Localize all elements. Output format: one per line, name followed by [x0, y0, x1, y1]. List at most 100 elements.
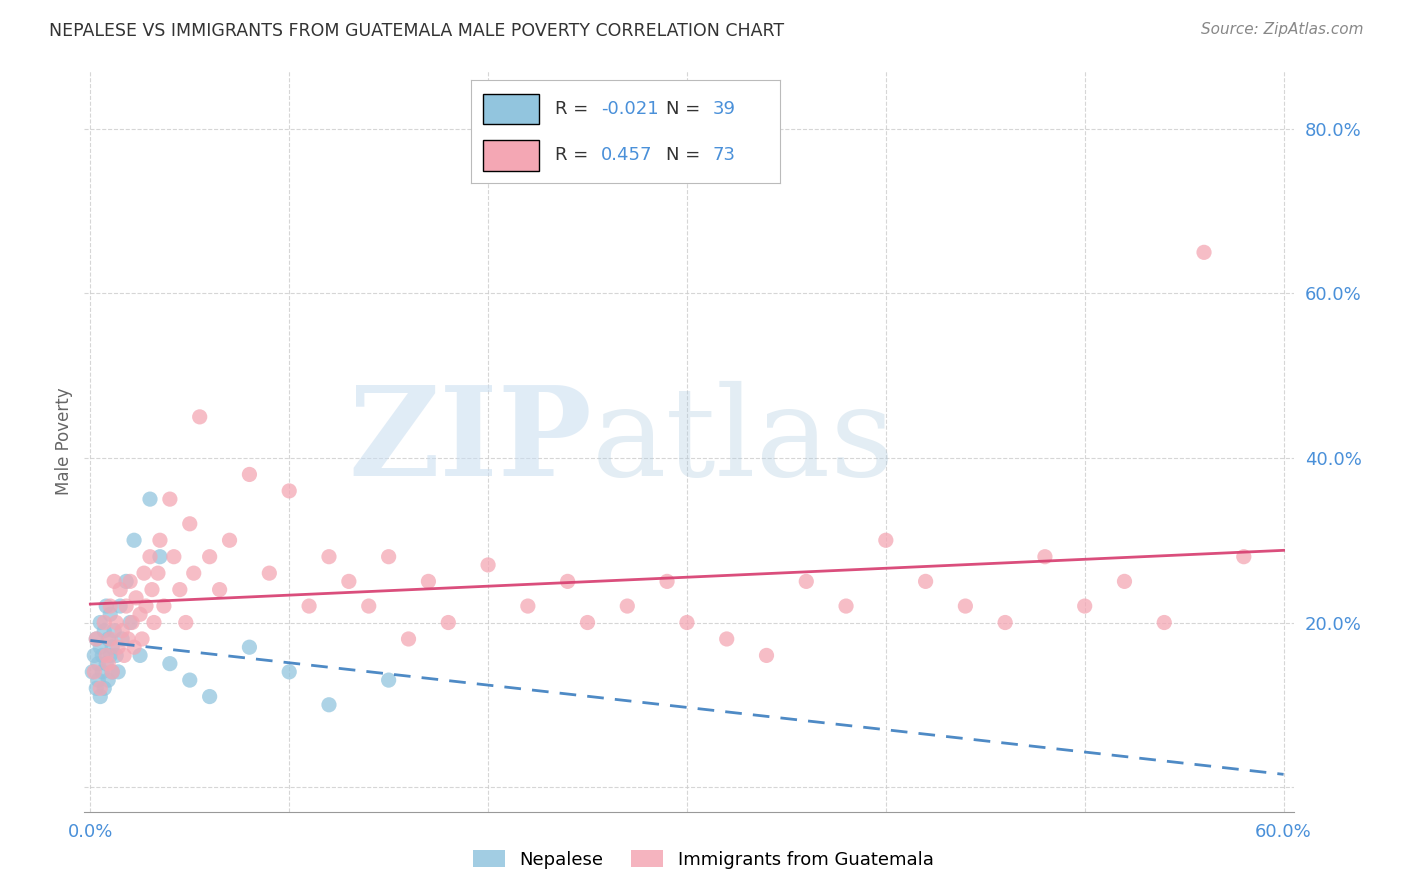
Point	[218, 533, 240, 548]
Text: N =: N =	[666, 100, 706, 118]
Point	[135, 599, 157, 613]
Point	[87, 673, 110, 687]
Point	[97, 673, 120, 687]
Text: R =: R =	[554, 100, 593, 118]
Point	[238, 467, 260, 482]
Point	[115, 574, 138, 589]
Point	[755, 648, 778, 663]
Point	[398, 632, 420, 646]
Point	[278, 483, 301, 498]
Point	[259, 566, 281, 581]
Point	[131, 632, 153, 646]
Point	[875, 533, 897, 548]
Point	[84, 632, 107, 646]
Point	[103, 624, 125, 638]
Point	[84, 681, 107, 696]
Point	[188, 409, 211, 424]
Point	[143, 615, 166, 630]
Point	[122, 533, 145, 548]
Point	[676, 615, 699, 630]
Point	[1233, 549, 1256, 564]
Point	[91, 665, 114, 679]
Point	[107, 640, 129, 655]
Point	[101, 665, 124, 679]
Point	[139, 549, 162, 564]
Point	[108, 582, 131, 597]
Point	[111, 632, 134, 646]
Point	[238, 640, 260, 655]
Text: N =: N =	[666, 146, 706, 164]
Point	[115, 599, 138, 613]
Point	[174, 615, 197, 630]
Point	[477, 558, 499, 572]
Point	[141, 582, 163, 597]
Point	[103, 574, 125, 589]
Point	[146, 566, 169, 581]
Text: Source: ZipAtlas.com: Source: ZipAtlas.com	[1201, 22, 1364, 37]
Y-axis label: Male Poverty: Male Poverty	[55, 388, 73, 495]
Point	[418, 574, 440, 589]
Point	[93, 624, 115, 638]
Point	[198, 690, 221, 704]
Text: 0.457: 0.457	[600, 146, 652, 164]
Point	[994, 615, 1017, 630]
Point	[1192, 245, 1215, 260]
Point	[87, 657, 110, 671]
Point	[914, 574, 936, 589]
Point	[169, 582, 191, 597]
Point	[89, 690, 111, 704]
Point	[516, 599, 538, 613]
Point	[120, 615, 142, 630]
Text: atlas: atlas	[592, 381, 896, 502]
Point	[89, 681, 111, 696]
Point	[377, 673, 399, 687]
Point	[129, 607, 152, 622]
Point	[576, 615, 599, 630]
Point	[139, 492, 162, 507]
Point	[84, 632, 107, 646]
Point	[97, 657, 120, 671]
Point	[96, 599, 118, 613]
Point	[98, 599, 121, 613]
Text: 73: 73	[713, 146, 735, 164]
Point	[117, 632, 139, 646]
Point	[89, 640, 111, 655]
Point	[716, 632, 738, 646]
Point	[183, 566, 205, 581]
Text: 39: 39	[713, 100, 735, 118]
Point	[105, 648, 128, 663]
Point	[794, 574, 817, 589]
Text: R =: R =	[554, 146, 593, 164]
Legend: Nepalese, Immigrants from Guatemala: Nepalese, Immigrants from Guatemala	[465, 843, 941, 876]
Point	[112, 648, 135, 663]
Point	[437, 615, 460, 630]
Point	[98, 648, 121, 663]
Text: ZIP: ZIP	[349, 381, 592, 502]
FancyBboxPatch shape	[484, 140, 538, 170]
Point	[83, 648, 105, 663]
Point	[98, 632, 121, 646]
Point	[101, 640, 124, 655]
Point	[122, 640, 145, 655]
Point	[179, 516, 201, 531]
Point	[357, 599, 380, 613]
Point	[149, 549, 172, 564]
Point	[198, 549, 221, 564]
Point	[298, 599, 321, 613]
FancyBboxPatch shape	[484, 94, 538, 124]
Point	[149, 533, 172, 548]
Point	[89, 615, 111, 630]
Point	[132, 566, 155, 581]
Point	[129, 648, 152, 663]
Point	[120, 574, 142, 589]
Point	[97, 632, 120, 646]
Point	[105, 615, 128, 630]
Point	[93, 615, 115, 630]
Point	[179, 673, 201, 687]
Point	[377, 549, 399, 564]
Point	[96, 648, 118, 663]
Point	[557, 574, 579, 589]
Point	[1153, 615, 1175, 630]
Point	[121, 615, 143, 630]
Text: -0.021: -0.021	[600, 100, 658, 118]
